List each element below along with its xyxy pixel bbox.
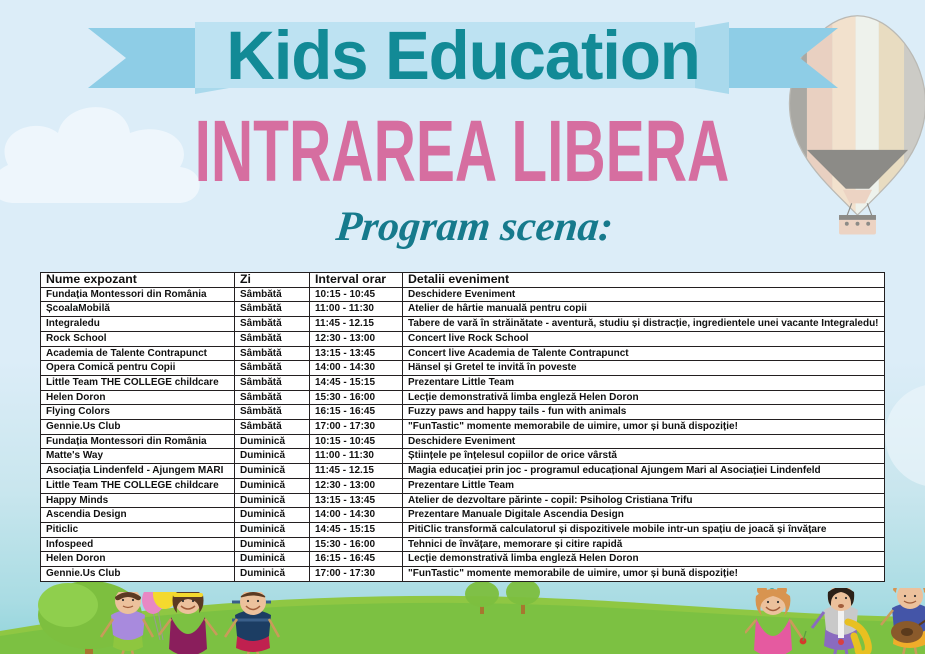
svg-text:INTRAREA LIBERA: INTRAREA LIBERA — [195, 104, 730, 194]
svg-text:Kids Education: Kids Education — [226, 19, 699, 95]
